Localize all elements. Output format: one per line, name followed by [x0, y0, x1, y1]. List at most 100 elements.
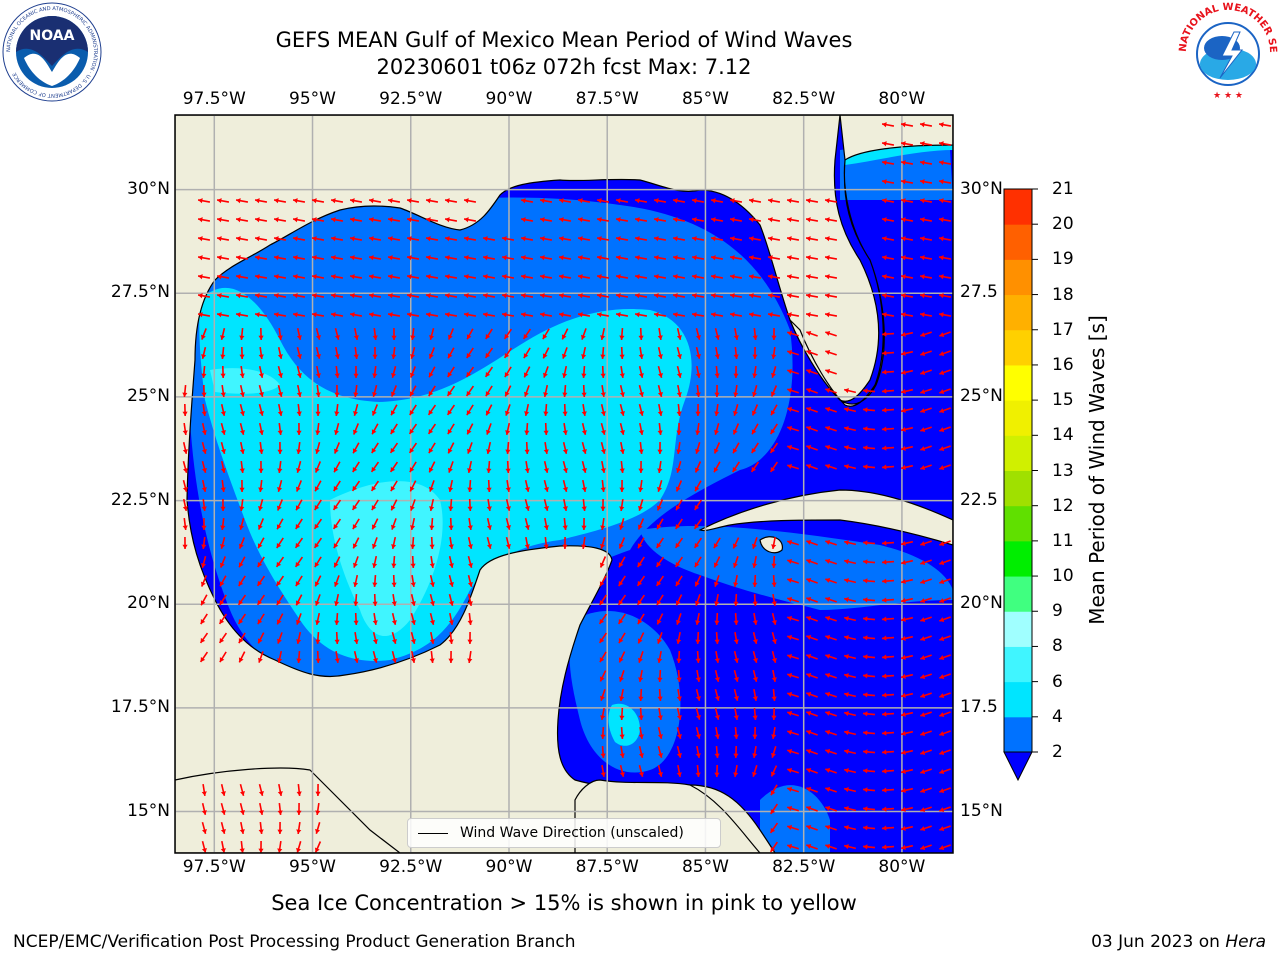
wind-arrow: [352, 556, 359, 568]
wind-arrow: [391, 327, 397, 341]
wind-arrow: [714, 403, 720, 417]
wind-arrow: [825, 654, 837, 660]
wind-arrow: [201, 517, 207, 531]
wind-arrow: [235, 198, 249, 204]
wind-arrow: [732, 537, 740, 549]
wind-arrow: [581, 346, 587, 360]
wind-arrow: [714, 669, 720, 683]
wind-arrow: [733, 650, 739, 664]
wind-arrow: [806, 463, 818, 470]
wind-arrow: [258, 840, 264, 853]
wind-arrow: [920, 616, 932, 622]
wind-arrow: [314, 461, 322, 473]
wind-arrow: [695, 669, 701, 683]
wind-arrow: [182, 460, 188, 474]
wind-arrow: [920, 787, 932, 793]
wind-arrow: [276, 613, 284, 625]
wind-arrow: [919, 274, 933, 280]
wind-arrow: [520, 198, 534, 204]
wind-arrow: [368, 236, 382, 242]
colorbar-tick-label: 10: [1052, 566, 1074, 587]
wind-arrow: [562, 517, 568, 531]
wind-arrow: [444, 312, 458, 318]
wind-arrow: [372, 555, 378, 569]
wind-arrow: [634, 255, 648, 261]
wind-arrow: [657, 460, 663, 474]
wind-arrow: [333, 461, 341, 473]
wind-arrow: [919, 293, 933, 299]
wind-arrow: [239, 422, 245, 436]
wind-arrow: [618, 632, 626, 644]
wind-arrow: [333, 442, 341, 454]
wind-arrow: [748, 198, 762, 204]
wind-arrow: [182, 536, 188, 550]
wind-arrow: [258, 783, 264, 797]
wind-arrow: [429, 574, 435, 588]
wind-arrow: [752, 365, 758, 379]
tick-label: 87.5°W: [575, 857, 639, 877]
wind-arrow: [619, 707, 625, 721]
wind-arrow: [220, 403, 226, 417]
wind-arrow: [806, 634, 818, 641]
wind-arrow: [881, 749, 895, 755]
wind-arrow: [638, 346, 644, 360]
wind-arrow: [353, 327, 359, 341]
wind-arrow: [636, 575, 646, 587]
wind-arrow: [657, 365, 663, 379]
wind-arrow: [197, 274, 211, 280]
wind-arrow: [485, 328, 493, 340]
wind-arrow: [235, 293, 249, 299]
wind-arrow: [315, 346, 321, 360]
wind-arrow: [447, 347, 455, 359]
wind-arrow: [900, 369, 914, 375]
wind-arrow: [771, 707, 777, 721]
wind-arrow: [372, 631, 378, 645]
wind-arrow: [352, 518, 360, 530]
wind-arrow: [900, 749, 914, 755]
wind-arrow: [258, 384, 264, 398]
colorbar-segment: [1004, 646, 1032, 683]
wind-arrow: [349, 217, 363, 223]
wind-arrow: [881, 559, 895, 565]
wind-arrow: [368, 312, 382, 318]
plot-subtitle-run: 20230601 t06z 072h fcst Max: 7.12: [376, 55, 752, 79]
wind-arrow: [522, 328, 532, 340]
wind-arrow: [939, 787, 951, 794]
wind-arrow: [714, 688, 720, 702]
wind-arrow: [805, 217, 819, 223]
wind-arrow: [277, 460, 283, 474]
wind-arrow: [729, 236, 743, 242]
wind-arrow: [619, 688, 625, 702]
wind-arrow: [524, 441, 530, 455]
wind-arrow: [197, 293, 211, 299]
wind-arrow: [237, 594, 247, 606]
wind-arrow: [881, 217, 895, 223]
wind-arrow: [619, 327, 625, 341]
wind-arrow: [577, 274, 591, 280]
wind-arrow: [581, 536, 587, 550]
wind-arrow: [919, 312, 933, 318]
tick-label: 30°N: [960, 178, 1003, 199]
wind-arrow: [733, 612, 739, 626]
wind-arrow: [770, 423, 778, 435]
wind-arrow: [235, 255, 249, 261]
wind-arrow: [939, 692, 951, 699]
wind-arrow: [843, 464, 857, 470]
wind-arrow: [714, 327, 720, 341]
wind-arrow: [485, 423, 492, 435]
wind-arrow: [391, 555, 397, 569]
tick-label: 30°N: [127, 178, 170, 199]
wind-arrow: [920, 331, 932, 337]
wind-arrow: [919, 198, 933, 204]
wind-arrow: [463, 255, 477, 261]
wind-arrow: [410, 612, 416, 626]
wind-arrow: [919, 141, 933, 147]
wind-arrow: [825, 692, 837, 698]
wind-arrow: [695, 612, 701, 626]
wind-arrow: [786, 293, 800, 299]
tick-label: 20°N: [127, 593, 170, 614]
wind-arrow: [353, 574, 359, 588]
wind-arrow: [638, 441, 644, 455]
wind-arrow: [539, 217, 553, 223]
wind-arrow: [637, 613, 645, 625]
